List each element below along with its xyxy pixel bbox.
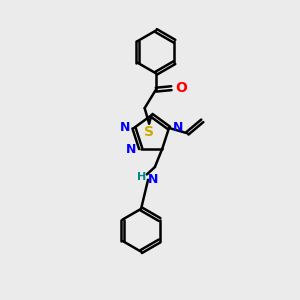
Text: S: S [144,125,154,139]
Text: N: N [119,121,130,134]
Text: H: H [137,172,146,182]
Text: O: O [175,81,187,95]
Text: N: N [126,143,136,156]
Text: N: N [148,173,158,186]
Text: N: N [173,121,184,134]
